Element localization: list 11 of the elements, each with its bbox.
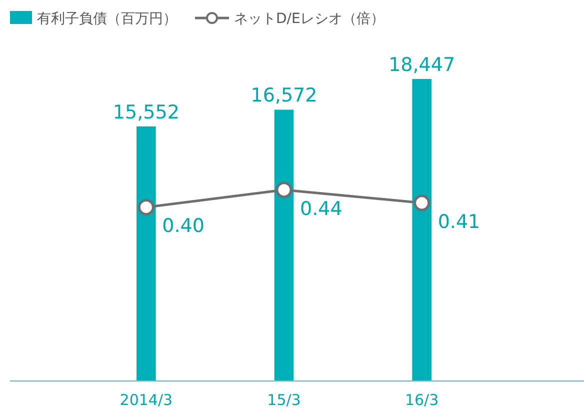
data-label: 16,572 (250, 84, 318, 107)
x-tick-label: 16/3 (404, 391, 439, 409)
x-tick-label: 15/3 (267, 391, 301, 409)
legend-label: ネットD/Eレシオ（倍） (234, 11, 384, 27)
legend-label: 有利子負債（百万円） (37, 11, 177, 27)
data-label: 0.41 (438, 210, 480, 233)
data-label: 18,447 (388, 54, 456, 76)
x-tick-label: 2014/3 (120, 391, 173, 409)
data-label: 15,552 (112, 101, 180, 124)
data-label: 0.40 (162, 215, 204, 238)
data-label: 0.44 (300, 198, 342, 220)
